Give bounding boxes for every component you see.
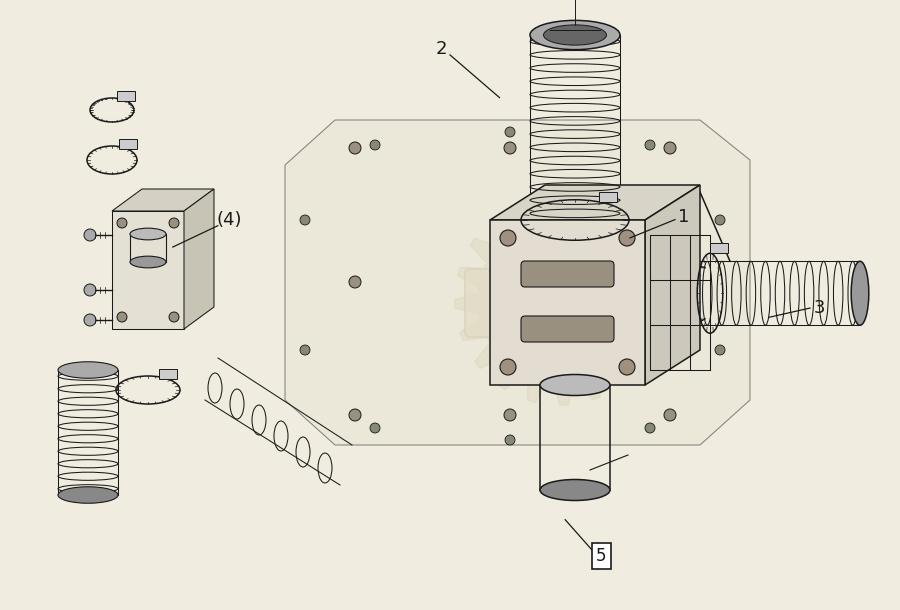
Circle shape bbox=[619, 230, 635, 246]
Circle shape bbox=[349, 276, 361, 288]
Circle shape bbox=[84, 314, 96, 326]
Ellipse shape bbox=[544, 25, 607, 45]
FancyBboxPatch shape bbox=[599, 192, 617, 202]
Circle shape bbox=[349, 142, 361, 154]
Circle shape bbox=[619, 359, 635, 375]
Circle shape bbox=[370, 140, 380, 150]
Circle shape bbox=[505, 127, 515, 137]
Polygon shape bbox=[455, 195, 665, 405]
Polygon shape bbox=[112, 189, 214, 211]
Circle shape bbox=[504, 142, 516, 154]
Text: (4): (4) bbox=[217, 210, 242, 229]
FancyBboxPatch shape bbox=[521, 261, 614, 287]
Circle shape bbox=[645, 140, 655, 150]
Circle shape bbox=[505, 435, 515, 445]
Polygon shape bbox=[490, 185, 700, 220]
Ellipse shape bbox=[851, 261, 868, 325]
Polygon shape bbox=[645, 185, 700, 385]
Circle shape bbox=[504, 409, 516, 421]
Ellipse shape bbox=[540, 375, 610, 395]
FancyBboxPatch shape bbox=[159, 368, 177, 379]
Circle shape bbox=[300, 215, 310, 225]
Circle shape bbox=[664, 276, 676, 288]
Circle shape bbox=[169, 218, 179, 228]
Text: OBE: OBE bbox=[512, 284, 601, 322]
Text: 1: 1 bbox=[679, 207, 689, 226]
Circle shape bbox=[500, 230, 516, 246]
Polygon shape bbox=[184, 189, 214, 329]
Circle shape bbox=[84, 229, 96, 241]
Ellipse shape bbox=[58, 362, 118, 378]
Circle shape bbox=[370, 423, 380, 433]
Bar bbox=[112, 211, 184, 329]
Circle shape bbox=[300, 345, 310, 355]
Circle shape bbox=[84, 284, 96, 296]
Circle shape bbox=[169, 312, 179, 322]
Ellipse shape bbox=[130, 256, 166, 268]
FancyBboxPatch shape bbox=[710, 243, 728, 253]
Ellipse shape bbox=[58, 487, 118, 503]
Circle shape bbox=[664, 409, 676, 421]
Circle shape bbox=[117, 218, 127, 228]
Ellipse shape bbox=[540, 479, 610, 500]
Circle shape bbox=[715, 345, 725, 355]
Bar bbox=[490, 220, 645, 385]
FancyBboxPatch shape bbox=[465, 269, 650, 337]
Text: 3: 3 bbox=[814, 299, 824, 317]
Circle shape bbox=[117, 312, 127, 322]
Circle shape bbox=[349, 409, 361, 421]
FancyBboxPatch shape bbox=[119, 138, 137, 149]
Polygon shape bbox=[285, 120, 750, 445]
Text: 5: 5 bbox=[596, 547, 607, 565]
Ellipse shape bbox=[530, 20, 620, 49]
Ellipse shape bbox=[130, 228, 166, 240]
Circle shape bbox=[528, 268, 592, 332]
Circle shape bbox=[664, 142, 676, 154]
Circle shape bbox=[500, 359, 516, 375]
Circle shape bbox=[645, 423, 655, 433]
Text: 2: 2 bbox=[436, 40, 446, 58]
FancyBboxPatch shape bbox=[117, 91, 135, 101]
FancyBboxPatch shape bbox=[521, 316, 614, 342]
Circle shape bbox=[715, 215, 725, 225]
